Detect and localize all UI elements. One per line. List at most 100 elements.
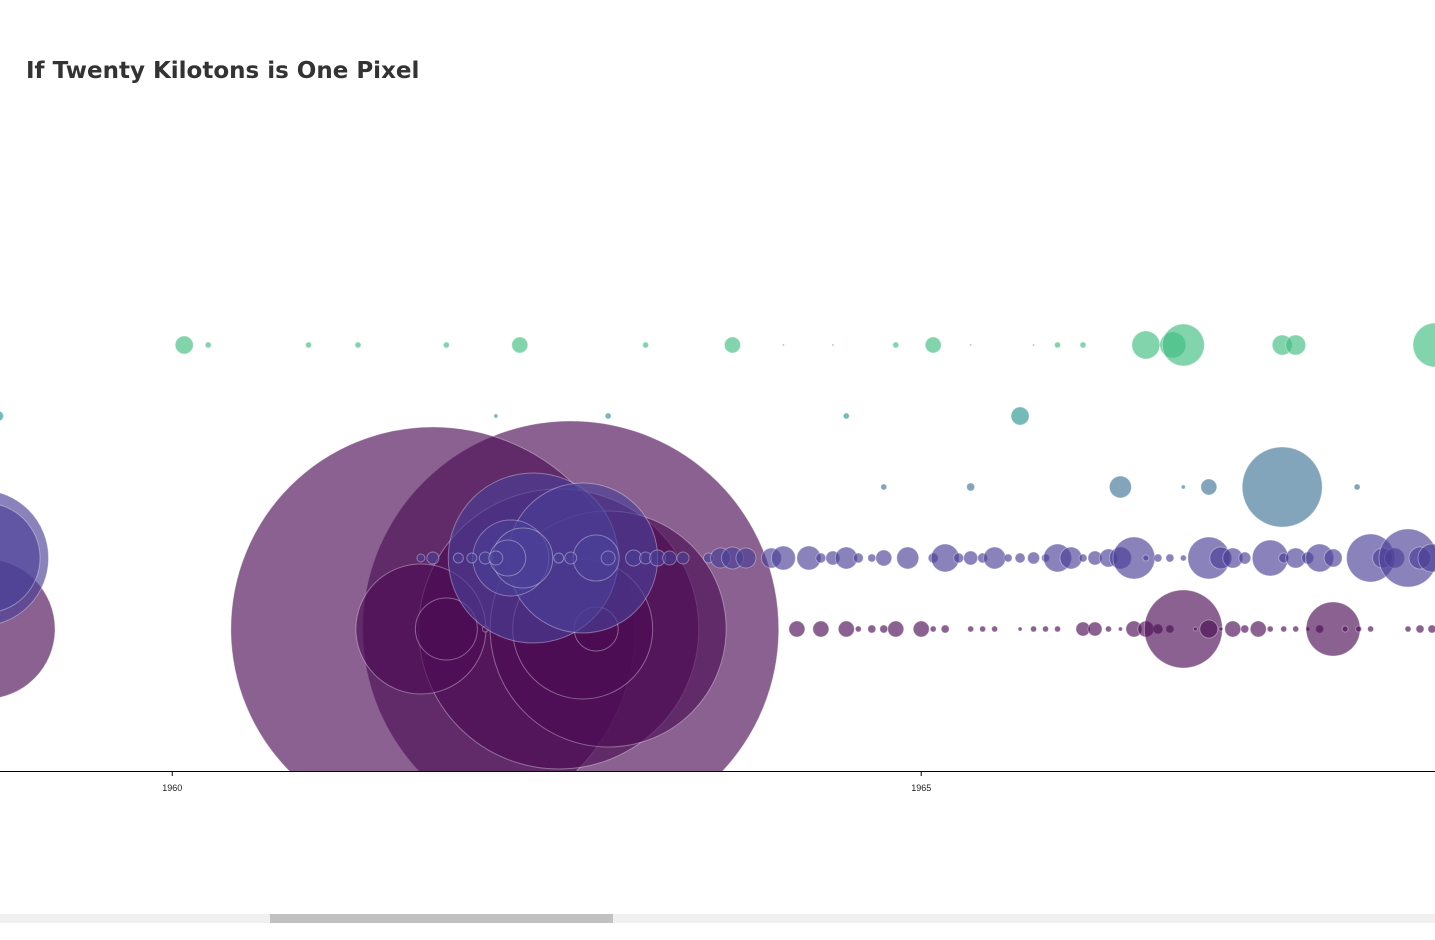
chart-title: If Twenty Kilotons is One Pixel — [26, 58, 419, 84]
bubble — [1224, 620, 1242, 638]
scrollbar-thumb[interactable] — [270, 914, 613, 923]
bubble — [892, 341, 900, 349]
bubble — [963, 550, 979, 566]
chart: If Twenty Kilotons is One Pixel 1960 1965 — [0, 58, 1435, 793]
bubble — [815, 552, 827, 564]
bubble — [305, 341, 313, 349]
bubble — [1010, 406, 1030, 426]
bubble — [416, 553, 426, 563]
bubble — [0, 504, 41, 612]
bubble — [1087, 621, 1103, 637]
bubble — [812, 620, 830, 638]
bubble — [488, 550, 504, 566]
bubble — [662, 550, 678, 566]
bubble — [781, 343, 785, 347]
bubble — [354, 341, 362, 349]
bubble — [991, 625, 999, 633]
bubble — [1054, 625, 1062, 633]
bubble — [983, 546, 1007, 570]
bubble — [1017, 626, 1023, 632]
bubble — [1165, 553, 1175, 563]
bubble — [880, 483, 888, 491]
bubble — [879, 624, 889, 634]
bubble — [969, 343, 973, 347]
bubble — [788, 620, 806, 638]
bubble — [1117, 626, 1123, 632]
bubble — [1367, 625, 1375, 633]
bubble — [493, 413, 499, 419]
bubble — [452, 552, 464, 564]
bubble — [0, 410, 5, 422]
bubble — [842, 412, 850, 420]
bubble — [426, 551, 440, 565]
plot-area — [0, 322, 1435, 771]
bubble — [1179, 554, 1187, 562]
bubble — [966, 482, 976, 492]
bubble — [204, 341, 212, 349]
bubble — [875, 549, 893, 567]
bubble — [1280, 625, 1288, 633]
bubble — [867, 553, 877, 563]
bubble — [1032, 343, 1036, 347]
scrollbar[interactable] — [0, 914, 1435, 923]
bubble — [1292, 625, 1300, 633]
bubble — [1153, 553, 1163, 563]
bubble — [1042, 625, 1050, 633]
bubble — [1415, 624, 1425, 634]
bubble — [1161, 323, 1205, 367]
bubble — [1027, 551, 1041, 565]
bubble — [1218, 626, 1224, 632]
bubble — [887, 620, 905, 638]
bubble — [979, 625, 987, 633]
bubble — [414, 597, 478, 661]
bubble — [174, 335, 194, 355]
bubble — [852, 552, 864, 564]
bubble — [1030, 625, 1038, 633]
bubble — [1200, 478, 1218, 496]
bubble — [1427, 624, 1435, 634]
bubble — [1417, 543, 1435, 573]
bubble — [553, 552, 565, 564]
bubble — [1412, 322, 1435, 368]
bubble — [1078, 553, 1088, 563]
bubble — [940, 624, 950, 634]
bubble — [1241, 446, 1323, 528]
bubble — [723, 336, 741, 354]
bubble — [912, 620, 930, 638]
x-tick-label: 1960 — [162, 783, 182, 793]
bubble — [929, 625, 937, 633]
bubble — [1192, 626, 1198, 632]
bubble — [1355, 625, 1363, 633]
bubble — [735, 547, 757, 569]
bubble — [1180, 484, 1186, 490]
bubble — [831, 343, 835, 347]
bubble — [642, 341, 650, 349]
bubble — [1378, 528, 1435, 588]
bubble — [466, 552, 478, 564]
bubble — [924, 336, 942, 354]
bubble — [770, 545, 796, 571]
bubble — [967, 625, 975, 633]
bubble — [1199, 619, 1219, 639]
bubble — [1341, 625, 1349, 633]
bubble — [442, 341, 450, 349]
bubble — [1079, 341, 1087, 349]
bubble — [1353, 483, 1361, 491]
bubble — [564, 551, 578, 565]
bubble — [676, 551, 690, 565]
bubble — [1014, 552, 1026, 564]
bubble — [854, 625, 862, 633]
bubble — [837, 620, 855, 638]
bubble — [867, 624, 877, 634]
bubble — [604, 412, 612, 420]
bubble — [1285, 334, 1307, 356]
bubble — [511, 336, 529, 354]
bubble — [1131, 330, 1161, 360]
bubble — [1266, 625, 1274, 633]
bubble — [1104, 625, 1112, 633]
x-tick-label: 1965 — [911, 783, 931, 793]
bubble — [953, 552, 965, 564]
bubble — [1240, 624, 1250, 634]
bubble — [1323, 548, 1343, 568]
